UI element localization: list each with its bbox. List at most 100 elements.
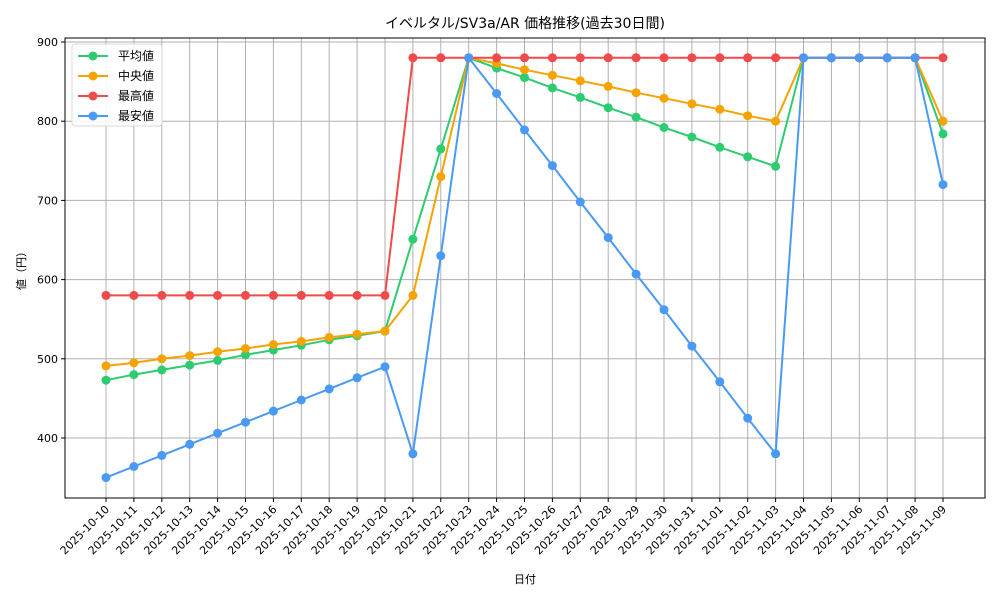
data-point-marker xyxy=(547,83,557,93)
data-point-marker xyxy=(520,125,529,135)
data-point-marker xyxy=(241,290,250,300)
data-point-marker xyxy=(743,53,753,63)
data-point-marker xyxy=(101,473,111,483)
data-point-marker xyxy=(715,142,725,152)
data-point-marker xyxy=(185,360,195,370)
y-tick-label: 500 xyxy=(37,353,58,366)
data-point-marker xyxy=(854,53,864,63)
data-point-marker xyxy=(324,332,334,342)
data-point-marker xyxy=(352,290,362,300)
legend-item-median: 中央値 xyxy=(78,68,154,83)
data-point-marker xyxy=(101,361,111,371)
data-point-marker xyxy=(547,53,557,63)
data-point-marker xyxy=(771,53,781,63)
data-point-marker xyxy=(268,290,278,300)
legend-item-average: 平均値 xyxy=(78,48,154,63)
data-point-marker xyxy=(603,81,613,91)
data-point-marker xyxy=(157,365,167,375)
data-point-marker xyxy=(101,290,111,300)
data-point-marker xyxy=(826,53,836,63)
data-point-marker xyxy=(213,355,223,365)
y-tick-label: 700 xyxy=(37,194,58,207)
data-point-marker xyxy=(771,161,781,171)
data-point-marker xyxy=(241,350,250,360)
grid-lines xyxy=(65,38,985,498)
data-point-marker xyxy=(743,152,753,162)
data-point-marker xyxy=(241,417,250,427)
y-tick-label: 600 xyxy=(37,274,58,287)
data-point-marker xyxy=(575,76,585,86)
data-point-marker xyxy=(408,449,418,459)
data-point-marker xyxy=(520,53,529,63)
data-point-marker xyxy=(129,358,139,368)
data-point-marker xyxy=(352,373,362,383)
data-point-marker xyxy=(687,53,697,63)
data-point-marker xyxy=(520,73,529,83)
chart-title: イベルタル/SV3a/AR 価格推移(過去30日間) xyxy=(385,16,665,32)
data-point-marker xyxy=(771,449,781,459)
data-point-marker xyxy=(575,53,585,63)
data-point-marker xyxy=(659,93,669,103)
data-point-marker xyxy=(213,347,223,357)
data-point-marker xyxy=(547,70,557,80)
data-point-marker xyxy=(687,132,697,142)
x-axis-label: 日付 xyxy=(514,573,536,586)
data-point-marker xyxy=(715,377,725,387)
data-point-marker xyxy=(352,329,362,339)
data-point-marker xyxy=(631,269,641,279)
data-point-marker xyxy=(157,450,167,460)
data-point-marker xyxy=(603,103,613,113)
x-axis: 2025-10-102025-10-112025-10-122025-10-13… xyxy=(58,498,949,557)
data-point-marker xyxy=(129,462,139,471)
legend-marker-icon xyxy=(88,71,98,81)
data-point-marker xyxy=(268,340,278,349)
legend-box xyxy=(71,43,163,127)
data-point-marker xyxy=(296,336,306,346)
data-point-marker xyxy=(715,53,725,63)
data-point-marker xyxy=(380,362,390,372)
data-point-marker xyxy=(938,129,948,139)
data-point-marker xyxy=(575,197,585,207)
data-point-marker xyxy=(631,112,641,122)
data-point-marker xyxy=(938,53,948,63)
data-point-marker xyxy=(492,89,502,98)
legend-label: 平均値 xyxy=(118,48,154,63)
data-point-marker xyxy=(938,180,948,190)
series-line xyxy=(101,53,948,483)
data-point-marker xyxy=(464,53,474,63)
data-point-marker xyxy=(603,233,613,243)
legend-marker-icon xyxy=(88,111,98,121)
data-point-marker xyxy=(268,406,278,416)
data-point-marker xyxy=(659,53,669,63)
data-point-marker xyxy=(687,99,697,109)
data-point-marker xyxy=(157,354,167,364)
y-tick-label: 400 xyxy=(37,432,58,445)
data-point-marker xyxy=(771,116,781,126)
data-point-marker xyxy=(157,290,167,300)
data-point-marker xyxy=(436,172,446,182)
data-point-marker xyxy=(101,375,111,385)
data-point-marker xyxy=(408,53,418,63)
data-point-marker xyxy=(129,290,139,300)
data-point-marker xyxy=(408,290,418,300)
data-point-marker xyxy=(882,53,892,63)
data-point-marker xyxy=(910,53,920,63)
data-point-marker xyxy=(631,53,641,63)
data-point-marker xyxy=(436,144,446,154)
data-point-marker xyxy=(380,326,390,336)
legend-marker-icon xyxy=(88,51,98,61)
legend-label: 最高値 xyxy=(118,88,154,103)
legend-label: 中央値 xyxy=(118,68,154,83)
data-point-marker xyxy=(938,116,948,126)
data-point-marker xyxy=(436,251,446,261)
data-point-marker xyxy=(575,92,585,102)
y-axis: 400 500 600 700 800 900 xyxy=(37,36,65,445)
data-point-marker xyxy=(324,384,334,394)
data-point-marker xyxy=(380,290,390,300)
data-point-marker xyxy=(185,290,195,300)
data-point-marker xyxy=(799,53,808,63)
legend-item-min: 最安値 xyxy=(78,108,154,123)
data-series xyxy=(101,53,948,483)
data-point-marker xyxy=(324,290,334,300)
